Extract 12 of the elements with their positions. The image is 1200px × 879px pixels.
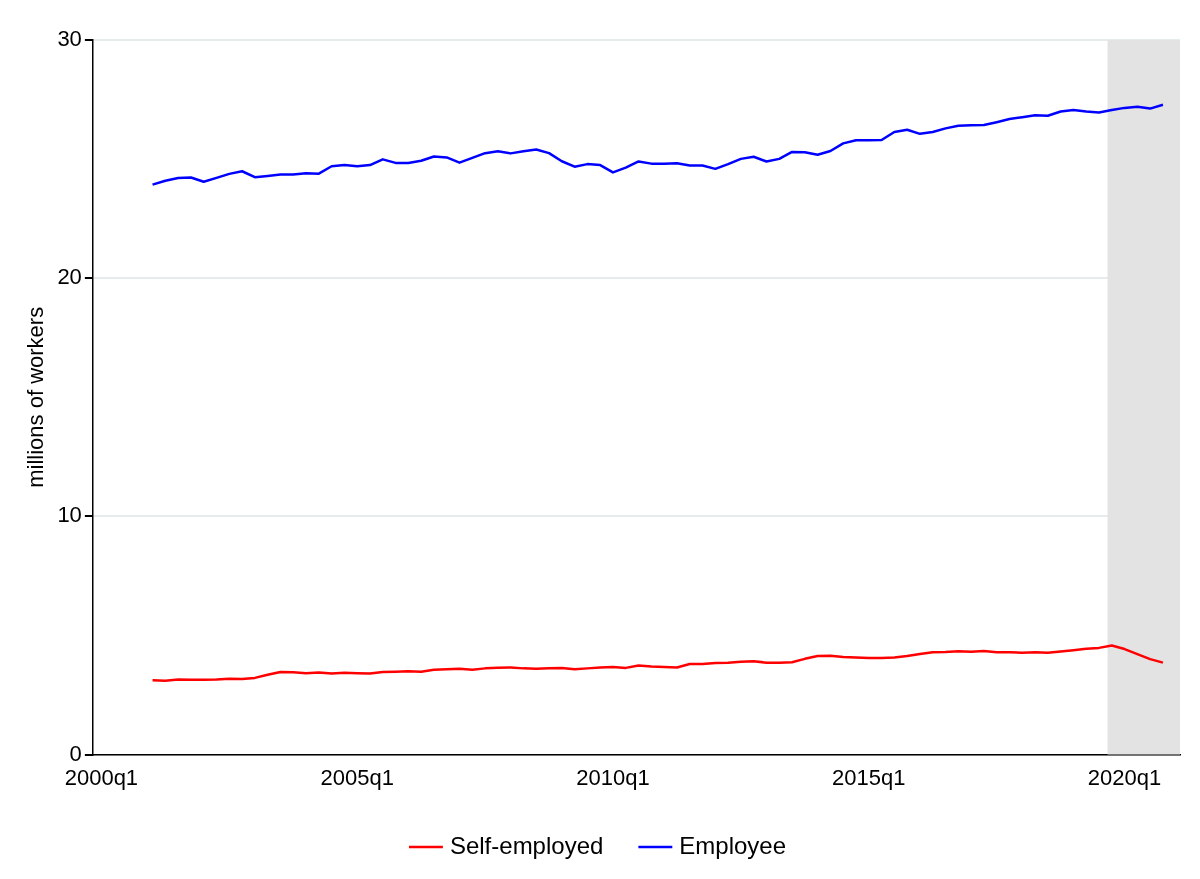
y-tick-label: 20 bbox=[57, 264, 82, 290]
y-tick-label: 30 bbox=[57, 26, 82, 52]
x-tick-label: 2000q1 bbox=[64, 764, 139, 790]
x-tick-label: 2015q1 bbox=[832, 764, 906, 790]
y-tick-label: 10 bbox=[57, 502, 82, 528]
legend-label: Employee bbox=[679, 831, 787, 859]
y-axis-title: millions of workers bbox=[23, 306, 49, 488]
x-tick-label: 2010q1 bbox=[576, 764, 650, 790]
y-tick-label: 0 bbox=[69, 740, 82, 766]
x-tick-label: 2005q1 bbox=[320, 764, 394, 790]
legend-label: Self-employed bbox=[449, 831, 604, 859]
x-tick-label: 2020q1 bbox=[1087, 764, 1162, 790]
